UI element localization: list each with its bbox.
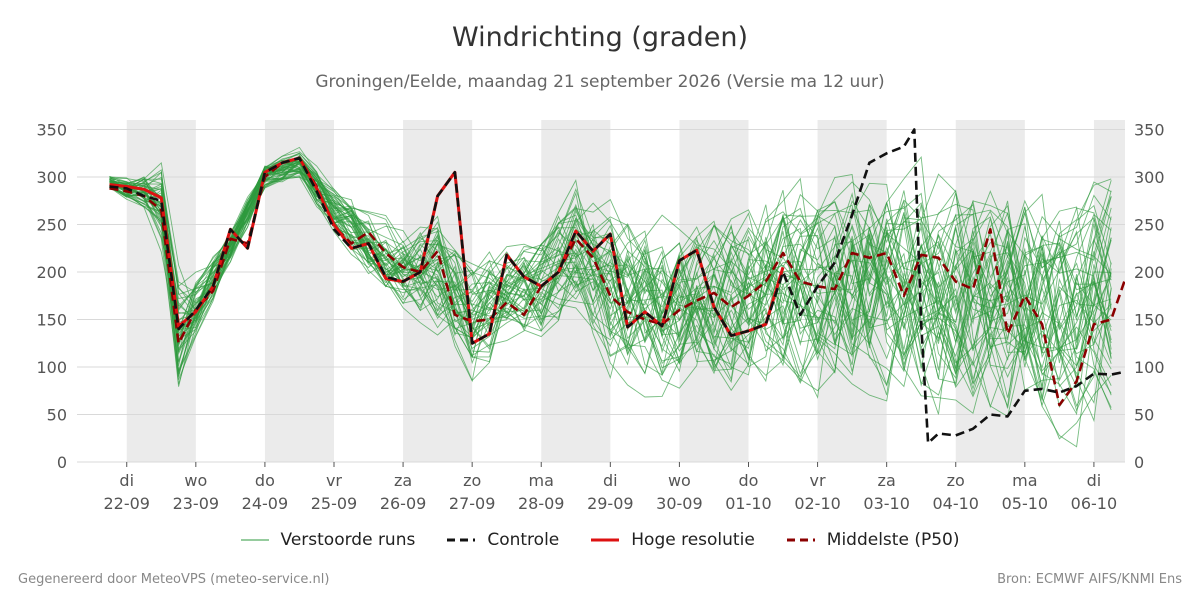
y-tick-label-right: 250 <box>1134 216 1165 235</box>
ensemble-member-line <box>109 155 1112 398</box>
x-tick-day: za <box>394 471 412 490</box>
x-tick-date: 02-10 <box>794 494 841 513</box>
footer-generated-by: Gegenereerd door MeteoVPS (meteo-service… <box>18 572 330 587</box>
ensemble-member-line <box>109 170 1112 412</box>
x-tick-day: zo <box>463 471 481 490</box>
y-tick-label-right: 100 <box>1134 358 1165 377</box>
legend-item-median: Middelste (P50) <box>786 530 960 550</box>
y-tick-label-left: 100 <box>36 358 67 377</box>
y-tick-label-right: 50 <box>1134 406 1154 425</box>
legend-item-highres: Hoge resolutie <box>591 530 755 550</box>
y-tick-label-left: 0 <box>57 453 67 472</box>
x-tick-date: 26-09 <box>380 494 427 513</box>
chart-subtitle: Groningen/Eelde, maandag 21 september 20… <box>315 72 885 92</box>
legend-swatch-ensemble <box>240 539 269 541</box>
y-tick-label-right: 350 <box>1134 121 1165 140</box>
night-band <box>1093 120 1125 462</box>
legend-item-ensemble: Verstoorde runs <box>240 530 416 550</box>
x-tick-date: 28-09 <box>518 494 565 513</box>
ensemble-member-line <box>109 159 1112 368</box>
y-tick-label-left: 250 <box>36 216 67 235</box>
x-tick-date: 05-10 <box>1002 494 1049 513</box>
x-tick-date: 03-10 <box>863 494 910 513</box>
series-line-control <box>109 128 1125 445</box>
x-tick-day: di <box>119 471 134 490</box>
footer-source: Bron: ECMWF AIFS/KNMI Ens <box>997 572 1182 587</box>
x-tick-day: wo <box>184 471 207 490</box>
y-tick-label-left: 150 <box>36 311 67 330</box>
ensemble-member-line <box>109 162 1112 402</box>
legend-item-control: Controle <box>447 530 559 550</box>
y-tick-label-right: 300 <box>1134 168 1165 187</box>
legend-label: Verstoorde runs <box>280 530 416 550</box>
y-tick-label-left: 200 <box>36 263 67 282</box>
x-tick-day: vr <box>810 471 826 490</box>
x-tick-day: wo <box>668 471 691 490</box>
x-tick-day: ma <box>1012 471 1037 490</box>
x-tick-day: do <box>255 471 275 490</box>
x-tick-day: di <box>1087 471 1102 490</box>
plot-area <box>109 128 1125 448</box>
y-tick-label-right: 0 <box>1134 453 1144 472</box>
chart-legend: Verstoorde runs Controle Hoge resolutie Mid… <box>0 530 1200 550</box>
x-tick-day: zo <box>947 471 965 490</box>
x-tick-day: do <box>739 471 759 490</box>
chart-title: Windrichting (graden) <box>451 22 749 53</box>
x-tick-date: 06-10 <box>1071 494 1118 513</box>
x-tick-day: za <box>878 471 896 490</box>
legend-swatch-median <box>786 538 815 542</box>
ensemble-member-line <box>109 157 1112 398</box>
y-tick-label-right: 200 <box>1134 263 1165 282</box>
legend-swatch-control <box>447 538 476 542</box>
x-tick-day: vr <box>326 471 342 490</box>
legend-label: Middelste (P50) <box>826 530 960 550</box>
x-tick-date: 25-09 <box>311 494 358 513</box>
legend-swatch-highres <box>591 538 620 542</box>
x-tick-date: 23-09 <box>173 494 220 513</box>
ensemble-member-line <box>109 152 1112 387</box>
y-tick-label-left: 350 <box>36 121 67 140</box>
y-tick-label-left: 50 <box>47 406 67 425</box>
ensemble-member-line <box>109 172 1112 376</box>
x-tick-date: 30-09 <box>656 494 703 513</box>
x-tick-date: 22-09 <box>103 494 150 513</box>
x-tick-day: di <box>603 471 618 490</box>
y-tick-label-right: 150 <box>1134 311 1165 330</box>
legend-label: Controle <box>487 530 560 550</box>
x-tick-date: 27-09 <box>449 494 496 513</box>
x-tick-date: 01-10 <box>725 494 772 513</box>
x-tick-date: 29-09 <box>587 494 634 513</box>
x-tick-day: ma <box>529 471 554 490</box>
x-tick-date: 04-10 <box>932 494 979 513</box>
y-tick-label-left: 300 <box>36 168 67 187</box>
ensemble-member-line <box>109 170 1112 387</box>
legend-label: Hoge resolutie <box>631 530 755 550</box>
x-tick-date: 24-09 <box>242 494 289 513</box>
series-line-median <box>109 156 1125 407</box>
